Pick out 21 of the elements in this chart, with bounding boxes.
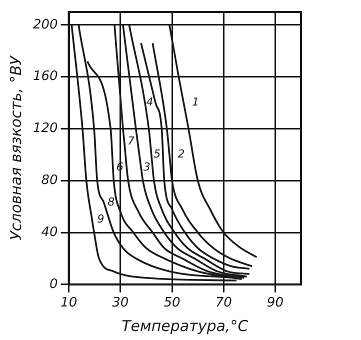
x-tick-label: 70 <box>215 296 232 311</box>
x-tick-label: 30 <box>112 296 129 311</box>
annotation: 1 <box>192 96 200 109</box>
x-tick-label: 90 <box>266 296 284 311</box>
y-tick-label: 40 <box>41 224 58 240</box>
x-axis-title: Температура,°C <box>122 316 249 335</box>
annotation: 3 <box>143 160 150 174</box>
y-tick-label: 200 <box>32 17 58 32</box>
y-tick-label: 80 <box>41 173 58 188</box>
x-tick-label: 10 <box>60 296 78 311</box>
annotation: 9 <box>97 212 104 226</box>
annotation: 2 <box>178 148 185 161</box>
annotation: 4 <box>146 96 154 109</box>
x-tick-label: 50 <box>164 296 180 311</box>
y-axis-title: Условная вязкость, °ВУ <box>6 55 25 240</box>
y-tick-label: 160 <box>32 69 58 84</box>
annotation: 8 <box>108 196 115 209</box>
y-tick-label: 120 <box>32 121 58 136</box>
y-tick-label: 0 <box>50 276 58 292</box>
annotation: 5 <box>154 148 161 161</box>
annotation: 7 <box>127 134 134 148</box>
